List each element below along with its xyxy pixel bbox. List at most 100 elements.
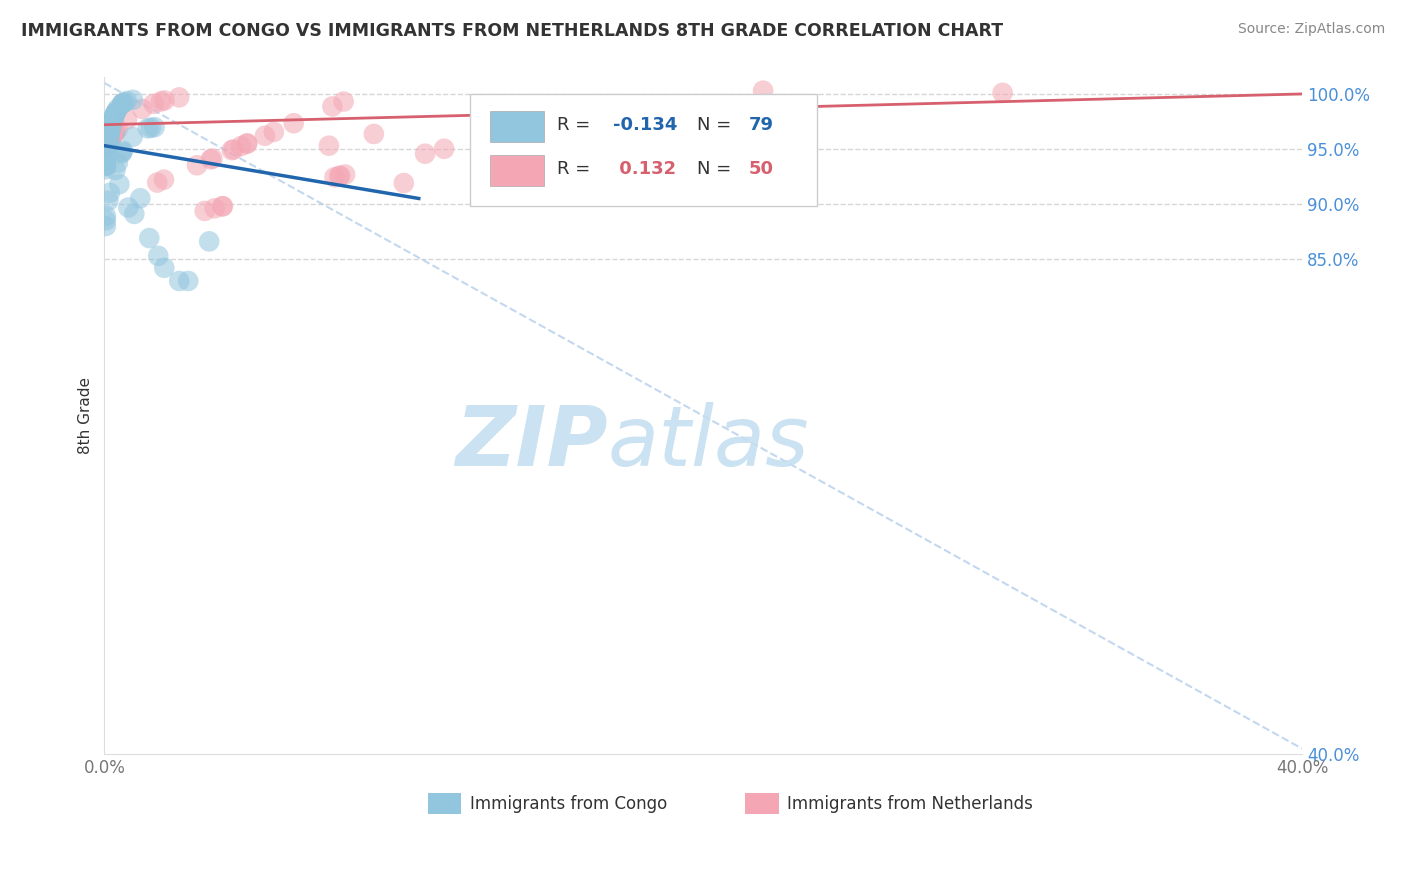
Point <box>328 169 350 183</box>
Point <box>167 274 190 288</box>
Point <box>991 86 1014 100</box>
Point <box>94 158 117 172</box>
Point <box>186 158 208 172</box>
Point <box>136 121 159 136</box>
Point <box>283 116 305 130</box>
Point <box>231 139 253 153</box>
Point <box>221 143 243 157</box>
Point <box>97 194 120 208</box>
Point <box>96 146 118 161</box>
Text: Immigrants from Congo: Immigrants from Congo <box>470 795 666 813</box>
Point <box>94 153 117 168</box>
Point <box>97 136 120 150</box>
Point <box>236 136 259 151</box>
Point <box>318 138 340 153</box>
Point <box>115 112 138 127</box>
Point <box>98 129 121 144</box>
Point <box>101 113 124 128</box>
Point <box>97 131 120 145</box>
Point <box>97 129 120 144</box>
Point <box>94 159 117 173</box>
FancyBboxPatch shape <box>491 155 544 186</box>
Point <box>211 199 233 213</box>
Point <box>98 124 121 138</box>
Point <box>96 144 118 158</box>
Point <box>111 144 134 158</box>
Point <box>153 172 176 186</box>
Point <box>96 142 118 156</box>
Point <box>97 132 120 146</box>
FancyBboxPatch shape <box>745 793 779 814</box>
Point <box>204 202 226 216</box>
Text: ZIP: ZIP <box>454 402 607 483</box>
Point <box>363 127 385 141</box>
Y-axis label: 8th Grade: 8th Grade <box>79 377 93 454</box>
Point <box>97 136 120 150</box>
Text: R =: R = <box>557 160 596 178</box>
Point <box>121 129 143 144</box>
Point <box>143 120 166 135</box>
Point <box>107 102 129 116</box>
Point <box>94 213 117 227</box>
Text: Immigrants from Netherlands: Immigrants from Netherlands <box>787 795 1033 813</box>
Point <box>107 121 129 136</box>
Point <box>96 143 118 157</box>
FancyBboxPatch shape <box>470 95 817 206</box>
Point <box>98 126 121 140</box>
Point <box>104 108 127 122</box>
Point <box>101 112 124 127</box>
Text: 50: 50 <box>749 160 773 178</box>
Point <box>98 128 121 142</box>
Point <box>100 131 122 145</box>
Point <box>103 110 125 124</box>
Point <box>321 99 343 113</box>
Point <box>94 150 117 164</box>
Point <box>100 119 122 133</box>
Point <box>97 136 120 150</box>
Point <box>329 169 352 183</box>
Point <box>101 128 124 142</box>
Point <box>104 162 127 177</box>
Point <box>263 125 285 139</box>
Point <box>97 135 120 149</box>
Point <box>98 133 121 147</box>
Point <box>98 127 121 141</box>
Point <box>98 124 121 138</box>
Point <box>111 145 134 159</box>
Point <box>194 203 217 218</box>
Point <box>94 148 117 162</box>
Point <box>253 128 276 143</box>
Text: Source: ZipAtlas.com: Source: ZipAtlas.com <box>1237 22 1385 37</box>
Point <box>211 199 233 213</box>
Point <box>222 142 245 156</box>
Point <box>104 125 127 139</box>
Point <box>97 133 120 147</box>
Point <box>100 120 122 135</box>
Point <box>104 106 127 120</box>
Text: atlas: atlas <box>607 402 808 483</box>
Point <box>139 120 162 135</box>
Point <box>131 102 153 116</box>
Point <box>138 231 160 245</box>
Point <box>97 132 120 146</box>
Point <box>153 94 176 108</box>
Point <box>98 122 121 136</box>
Point <box>129 191 152 205</box>
Point <box>117 201 139 215</box>
Point <box>104 105 127 120</box>
Point <box>103 108 125 122</box>
Point <box>97 137 120 152</box>
Point <box>108 177 131 191</box>
Point <box>103 127 125 141</box>
Point <box>94 139 117 153</box>
Text: 0.132: 0.132 <box>613 160 676 178</box>
Point <box>101 116 124 130</box>
Point <box>111 96 134 111</box>
Point <box>111 96 134 111</box>
Text: R =: R = <box>557 116 596 134</box>
Point <box>752 84 775 98</box>
Point <box>177 274 200 288</box>
Point <box>433 142 456 156</box>
Point <box>97 133 120 147</box>
Point <box>100 130 122 145</box>
